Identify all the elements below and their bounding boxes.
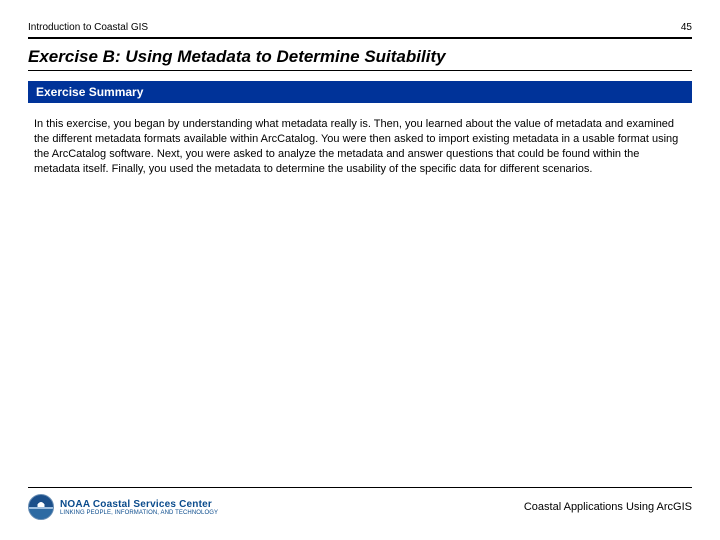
logo-title: NOAA Coastal Services Center <box>60 499 218 510</box>
page-footer: NOAA Coastal Services Center LINKING PEO… <box>28 487 692 520</box>
logo-tagline: LINKING PEOPLE, INFORMATION, AND TECHNOL… <box>60 510 218 516</box>
noaa-logo-block: NOAA Coastal Services Center LINKING PEO… <box>28 494 218 520</box>
footer-row: NOAA Coastal Services Center LINKING PEO… <box>28 494 692 520</box>
noaa-seal-icon <box>28 494 54 520</box>
exercise-title: Exercise B: Using Metadata to Determine … <box>28 47 692 71</box>
summary-paragraph: In this exercise, you began by understan… <box>28 117 692 176</box>
page-number: 45 <box>681 22 692 33</box>
logo-text: NOAA Coastal Services Center LINKING PEO… <box>60 499 218 516</box>
footer-right-text: Coastal Applications Using ArcGIS <box>524 501 692 513</box>
footer-rule <box>28 487 692 488</box>
page-header: Introduction to Coastal GIS 45 <box>28 22 692 39</box>
header-left: Introduction to Coastal GIS <box>28 22 148 33</box>
section-heading: Exercise Summary <box>28 81 692 103</box>
